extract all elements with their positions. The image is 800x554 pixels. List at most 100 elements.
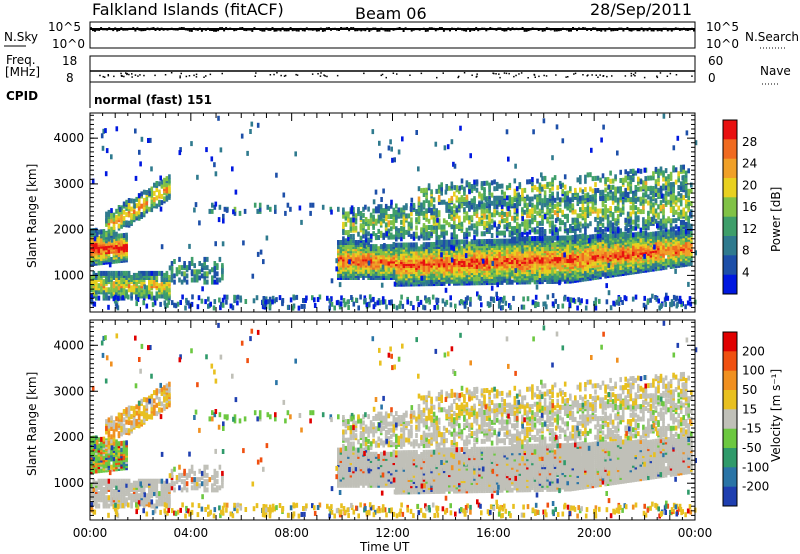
power-cell — [165, 287, 169, 293]
power-cell — [614, 237, 617, 243]
power-cell — [556, 205, 559, 211]
power-cell — [117, 270, 121, 276]
power-cell — [420, 206, 423, 212]
power-cell — [422, 258, 426, 264]
power-cell — [163, 289, 166, 295]
power-cell — [649, 208, 653, 214]
power-cell — [611, 191, 615, 197]
power-cell — [495, 199, 499, 205]
power-cell — [687, 240, 690, 246]
power-cell — [475, 221, 479, 227]
power-cell — [110, 218, 113, 224]
power-cell — [465, 239, 469, 245]
nsky-point — [142, 29, 145, 32]
power-cell — [621, 205, 625, 211]
power-cell — [526, 213, 529, 219]
power-cell — [500, 218, 504, 224]
power-cell — [435, 212, 438, 218]
power-cell — [579, 256, 582, 262]
power-cell — [453, 209, 456, 215]
power-cell — [619, 250, 622, 256]
power-cell — [548, 228, 552, 234]
power-cell — [218, 277, 222, 283]
nave-point — [126, 73, 128, 76]
power-cell — [561, 197, 564, 203]
nsky-point — [315, 29, 318, 32]
power-cell — [556, 216, 559, 222]
power-cell — [453, 268, 456, 274]
nave-point — [385, 76, 387, 79]
power-cell — [437, 224, 441, 230]
power-cell — [415, 242, 418, 248]
power-cell — [432, 264, 436, 270]
nsky-point — [646, 29, 649, 32]
power-cell — [427, 218, 431, 224]
power-cell — [478, 239, 481, 245]
power-cell — [412, 242, 416, 248]
power-cell — [601, 208, 605, 214]
power-cell — [546, 216, 549, 222]
power-cell — [425, 225, 428, 231]
power-cell — [478, 217, 481, 222]
power-cell — [185, 279, 189, 285]
power-cell — [669, 193, 673, 199]
power-cell — [125, 243, 128, 248]
power-cell — [591, 273, 595, 279]
nave-point — [534, 76, 536, 78]
power-cell — [359, 262, 363, 268]
power-cell — [397, 211, 401, 217]
nave-point — [320, 72, 322, 74]
nave-point — [634, 75, 636, 77]
power-cell — [546, 246, 549, 252]
power-cell — [448, 214, 451, 219]
power-cell — [579, 233, 582, 239]
power-cell — [140, 191, 143, 197]
power-cell — [437, 218, 441, 224]
power-cell — [145, 196, 149, 202]
power-cell — [100, 270, 103, 276]
power-cell — [135, 211, 138, 217]
power-cell — [624, 226, 627, 232]
power-cell — [533, 227, 537, 233]
power-cell — [634, 232, 638, 238]
power-cell — [548, 272, 552, 278]
power-cell — [445, 206, 448, 212]
nave-point — [634, 72, 637, 74]
power-cell — [430, 231, 433, 237]
power-cell — [566, 272, 569, 278]
power-cell — [412, 235, 416, 241]
power-cell — [644, 198, 648, 204]
power-cell — [440, 199, 443, 205]
power-cell — [417, 206, 421, 212]
power-cell — [115, 277, 118, 282]
power-cell — [115, 231, 118, 237]
power-cell — [561, 220, 564, 226]
power-cell — [342, 240, 345, 245]
power-cell — [465, 231, 469, 237]
power-cell — [589, 206, 592, 212]
nave-point — [498, 73, 500, 75]
power-cell — [410, 211, 413, 217]
nsky-point — [449, 29, 451, 32]
power-cell — [137, 205, 141, 211]
power-cell — [536, 236, 539, 241]
power-cell — [372, 208, 375, 214]
power-cell — [145, 270, 149, 276]
power-cell — [390, 266, 393, 272]
power-cell — [488, 196, 491, 201]
power-cell — [448, 185, 451, 191]
power-cell — [125, 270, 128, 276]
power-cell — [551, 279, 554, 284]
power-cell — [604, 204, 607, 210]
nave-point — [602, 75, 605, 77]
power-cell — [480, 231, 484, 237]
power-cell — [107, 287, 111, 293]
power-cell — [213, 273, 217, 279]
power-cell — [402, 234, 406, 240]
power-cell — [352, 207, 355, 213]
power-cell — [440, 186, 443, 192]
power-cell — [120, 205, 123, 211]
power-cell — [682, 229, 685, 235]
nave-point — [143, 74, 145, 77]
nave-point — [195, 76, 198, 78]
